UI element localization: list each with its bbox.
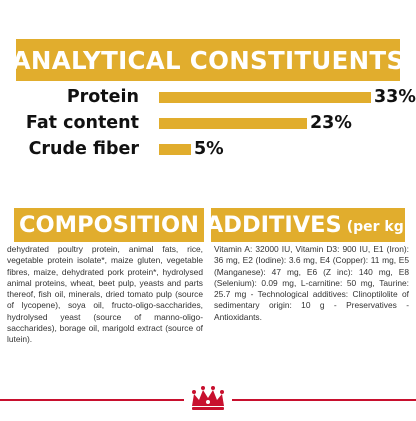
protein-label: Protein — [66, 87, 139, 107]
crude-fiber-label: Crude fiber — [28, 139, 139, 159]
crude-fiber-value: 5% — [194, 139, 224, 159]
fat-content-bar — [159, 118, 307, 129]
additives-title: ADDITIVES — [205, 212, 342, 238]
analytical-constituents-title: ANALYTICAL CONSTITUENTS — [11, 45, 405, 75]
composition-banner: COMPOSITION — [14, 208, 204, 242]
additives-banner: ADDITIVES (per kg) — [206, 208, 410, 242]
protein-bar — [159, 92, 371, 103]
additives-subtitle: (per kg) — [346, 219, 411, 235]
composition-text: dehydrated poultry protein, animal fats,… — [7, 244, 203, 345]
protein-value: 33% — [374, 87, 416, 107]
fat-content-label: Fat content — [25, 113, 139, 133]
analytical-constituents-banner: ANALYTICAL CONSTITUENTS — [12, 39, 404, 81]
composition-title: COMPOSITION — [19, 212, 199, 238]
crude-fiber-bar — [159, 144, 191, 155]
fat-content-value: 23% — [310, 113, 352, 133]
additives-text: Vitamin A: 32000 IU, Vitamin D3: 900 IU,… — [214, 244, 409, 322]
royal-canin-crown-logo-icon — [184, 382, 232, 416]
